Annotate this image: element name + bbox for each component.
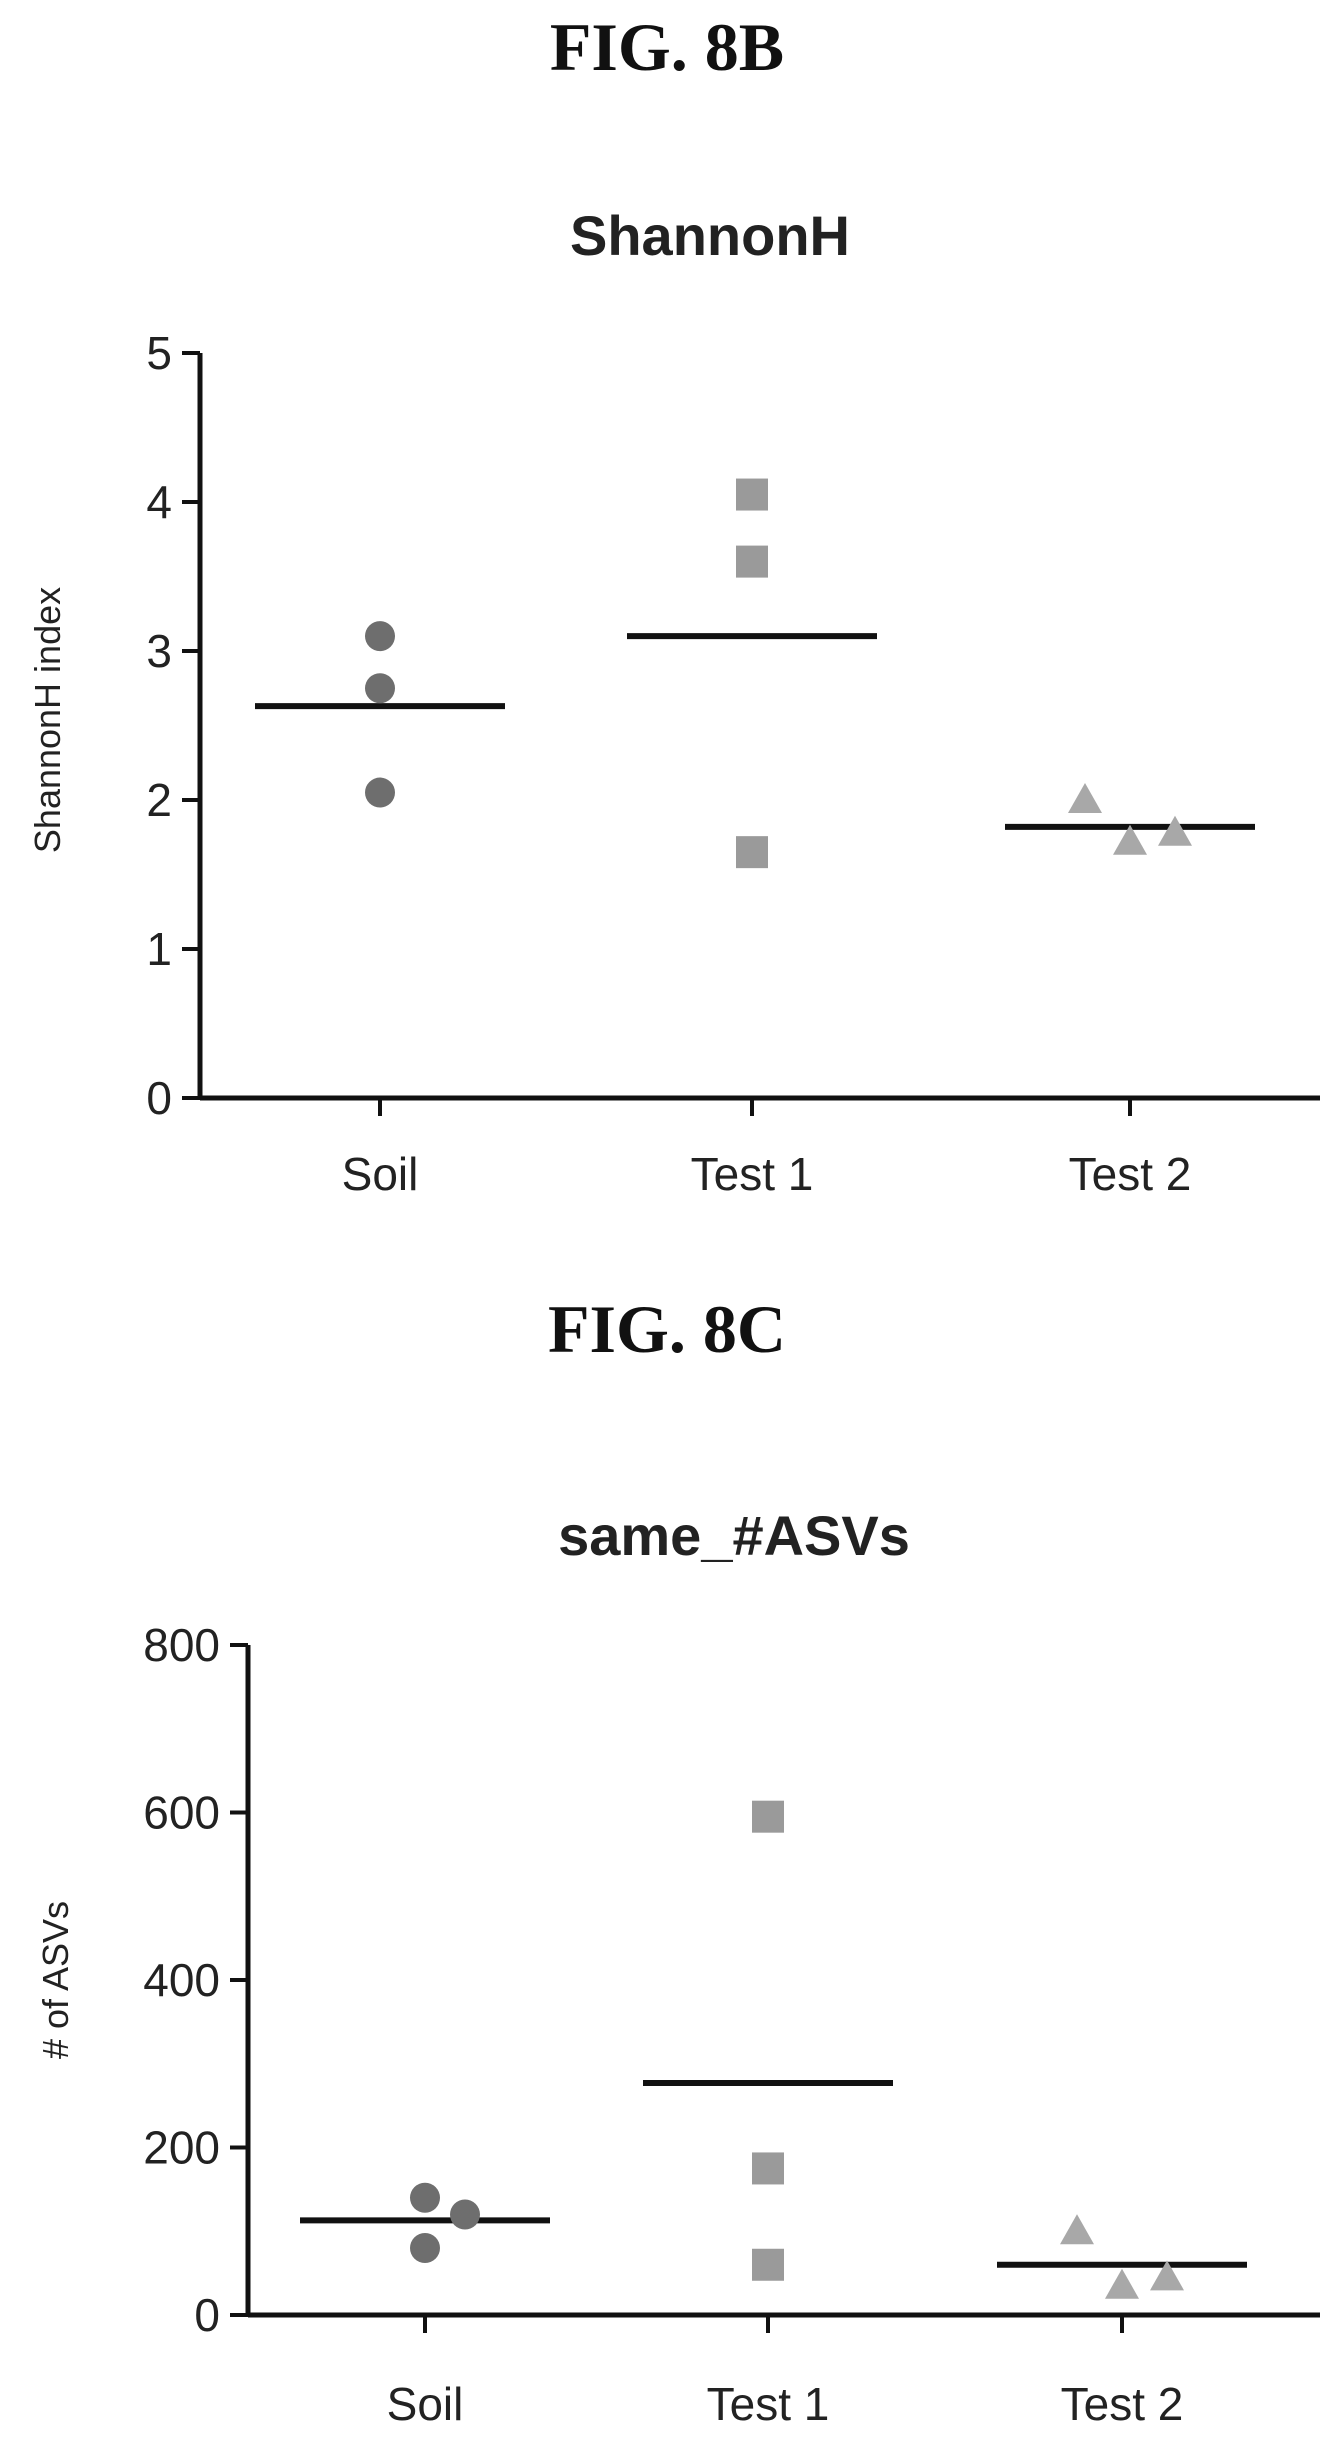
x-tick-label: Soil — [387, 2378, 464, 2430]
data-point-circle — [365, 621, 395, 652]
x-tick-label: Test 2 — [1061, 2378, 1184, 2430]
y-tick-label: 3 — [146, 625, 172, 677]
data-point-square — [752, 1800, 784, 1833]
x-tick-label: Test 1 — [707, 2378, 830, 2430]
x-tick-label: Soil — [342, 1148, 419, 1200]
data-point-circle — [410, 2182, 440, 2213]
figure-label-8b: FIG. 8B — [549, 9, 785, 85]
data-point-triangle — [1113, 824, 1147, 855]
y-tick-label: 5 — [146, 327, 172, 379]
data-point-triangle — [1158, 815, 1192, 846]
y-tick-label: 0 — [146, 1072, 172, 1124]
y-axis-title: # of ASVs — [35, 1901, 76, 2059]
data-point-square — [752, 2248, 784, 2281]
y-tick-label: 1 — [146, 923, 172, 975]
data-point-triangle — [1150, 2260, 1184, 2291]
data-point-circle — [365, 777, 395, 808]
data-point-circle — [410, 2233, 440, 2263]
y-tick-label: 600 — [143, 1787, 220, 1839]
x-tick-label: Test 1 — [691, 1148, 814, 1200]
y-tick-label: 200 — [143, 2122, 220, 2174]
data-point-triangle — [1060, 2214, 1094, 2245]
figure-label-8c: FIG. 8C — [548, 1291, 786, 1367]
y-tick-label: 400 — [143, 1954, 220, 2006]
data-point-circle — [450, 2199, 480, 2230]
data-point-triangle — [1105, 2268, 1139, 2299]
y-tick-label: 0 — [194, 2289, 220, 2341]
y-tick-label: 2 — [146, 774, 172, 826]
data-point-circle — [365, 673, 395, 704]
data-point-square — [736, 836, 768, 869]
y-tick-label: 800 — [143, 1619, 220, 1671]
y-tick-label: 4 — [146, 476, 172, 528]
chart-title: same_#ASVs — [558, 1504, 910, 1567]
chart-shannonh: ShannonH ShannonH index 0 1 2 3 4 5 Soil Test 1 Te… — [27, 204, 1320, 1200]
data-point-triangle — [1068, 783, 1102, 813]
data-point-square — [736, 545, 768, 578]
chart-title: ShannonH — [570, 204, 850, 267]
x-tick-label: Test 2 — [1069, 1148, 1192, 1200]
data-point-square — [736, 478, 768, 511]
y-axis-title: ShannonH index — [27, 587, 68, 853]
data-point-square — [752, 2152, 784, 2185]
